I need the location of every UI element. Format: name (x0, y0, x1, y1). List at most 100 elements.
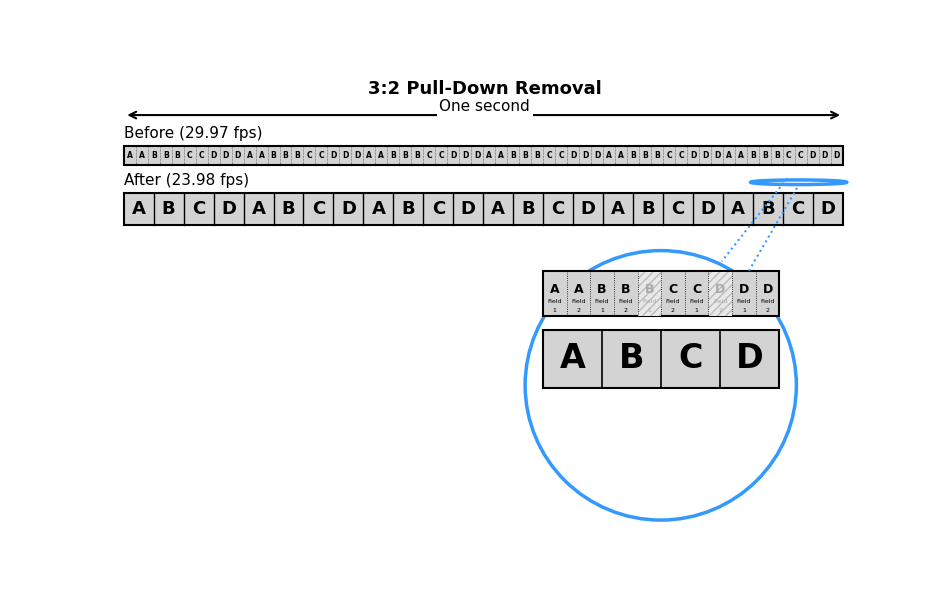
Text: B: B (402, 151, 409, 160)
Text: A: A (560, 342, 586, 375)
Text: B: B (510, 151, 517, 160)
Text: A: A (491, 200, 505, 218)
Bar (709, 271, 731, 316)
Text: D: D (582, 151, 588, 160)
Text: D: D (570, 151, 576, 160)
Text: D: D (820, 200, 835, 218)
Text: B: B (621, 283, 630, 296)
Text: D: D (702, 151, 709, 160)
Text: D: D (450, 151, 457, 160)
Text: 1: 1 (600, 308, 604, 313)
Text: Before (29.97 fps): Before (29.97 fps) (124, 126, 262, 141)
Text: Field: Field (737, 299, 751, 304)
Text: C: C (692, 283, 701, 296)
Text: C: C (672, 200, 685, 218)
Text: A: A (139, 151, 145, 160)
Text: 2: 2 (576, 308, 581, 313)
Text: 1: 1 (694, 308, 698, 313)
Text: A: A (611, 200, 625, 218)
Bar (124, 146, 843, 165)
Text: D: D (341, 200, 356, 218)
Text: D: D (235, 151, 240, 160)
Text: C: C (192, 200, 205, 218)
Bar (709, 271, 731, 316)
Text: D: D (581, 200, 596, 218)
Text: A: A (731, 200, 745, 218)
Text: B: B (644, 283, 654, 296)
Text: Field: Field (666, 299, 680, 304)
Text: Field: Field (548, 299, 562, 304)
Text: D: D (342, 151, 349, 160)
Text: D: D (594, 151, 601, 160)
Text: D: D (354, 151, 360, 160)
Text: C: C (312, 200, 325, 218)
Text: B: B (283, 151, 289, 160)
Text: B: B (271, 151, 276, 160)
Text: B: B (521, 200, 535, 218)
Text: A: A (258, 151, 265, 160)
Text: B: B (597, 283, 606, 296)
Text: C: C (552, 200, 565, 218)
Text: A: A (727, 151, 732, 160)
Text: C: C (678, 342, 703, 375)
Text: C: C (427, 151, 432, 160)
Text: C: C (307, 151, 312, 160)
Text: D: D (461, 200, 476, 218)
Text: C: C (678, 151, 684, 160)
Text: D: D (474, 151, 481, 160)
Text: C: C (186, 151, 192, 160)
Bar (124, 193, 843, 225)
Text: 2: 2 (765, 308, 769, 313)
Text: D: D (822, 151, 828, 160)
Text: A: A (618, 151, 624, 160)
Bar (543, 271, 780, 316)
Text: Field: Field (595, 299, 609, 304)
Text: B: B (282, 200, 295, 218)
Text: D: D (462, 151, 468, 160)
Text: B: B (294, 151, 301, 160)
Text: B: B (641, 200, 655, 218)
Text: Field: Field (619, 299, 633, 304)
Text: D: D (715, 283, 726, 296)
Text: B: B (774, 151, 780, 160)
Text: C: C (558, 151, 564, 160)
Text: D: D (210, 151, 217, 160)
Text: C: C (431, 200, 445, 218)
Text: 2: 2 (718, 308, 722, 313)
Bar (543, 330, 780, 388)
Text: D: D (701, 200, 715, 218)
Text: B: B (534, 151, 540, 160)
Text: C: C (798, 151, 804, 160)
Text: A: A (366, 151, 373, 160)
Text: C: C (669, 283, 677, 296)
Text: C: C (547, 151, 552, 160)
Text: A: A (372, 200, 385, 218)
Text: Field: Field (642, 299, 657, 304)
Text: A: A (131, 200, 146, 218)
Text: D: D (736, 342, 763, 375)
Text: B: B (162, 200, 175, 218)
Text: D: D (690, 151, 696, 160)
Text: B: B (401, 200, 415, 218)
Text: B: B (619, 342, 644, 375)
Text: B: B (414, 151, 420, 160)
Text: A: A (127, 151, 132, 160)
Text: D: D (221, 200, 236, 218)
Text: A: A (499, 151, 504, 160)
Text: 1: 1 (552, 308, 556, 313)
Text: After (23.98 fps): After (23.98 fps) (124, 173, 249, 188)
Text: Field: Field (690, 299, 704, 304)
Text: B: B (391, 151, 396, 160)
Text: 3:2 Pull-Down Removal: 3:2 Pull-Down Removal (368, 79, 602, 98)
Text: C: C (791, 200, 804, 218)
Text: 2: 2 (623, 308, 628, 313)
Text: A: A (606, 151, 612, 160)
Bar (638, 271, 660, 316)
Text: B: B (655, 151, 660, 160)
Text: B: B (762, 151, 768, 160)
Text: Field: Field (571, 299, 586, 304)
Text: C: C (786, 151, 792, 160)
Text: C: C (439, 151, 444, 160)
Text: 1: 1 (742, 308, 745, 313)
Text: D: D (222, 151, 229, 160)
